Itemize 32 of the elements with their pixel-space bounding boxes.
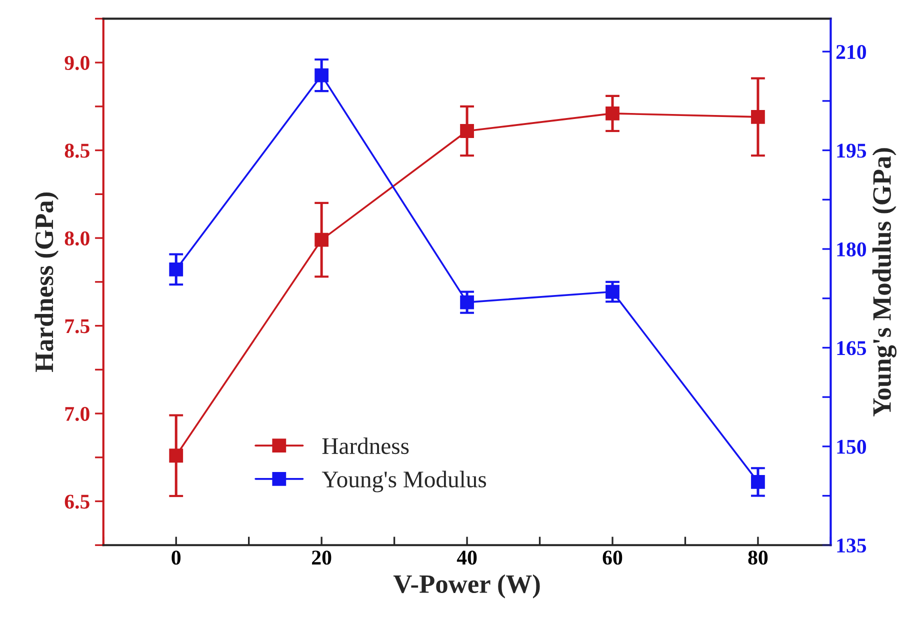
y2-tick-label: 150: [837, 440, 866, 454]
y-tick-label: 8.0: [64, 231, 90, 246]
x-tick-label: 80: [748, 550, 768, 565]
x-tick-label: 20: [312, 550, 332, 565]
point: [460, 295, 474, 310]
x-tick-label: 60: [602, 550, 622, 565]
y2-tick-label: 135: [837, 538, 866, 553]
y2-tick-label: 195: [837, 144, 866, 158]
point: [169, 262, 184, 276]
y2-axis-title: Young's Modulus (GPa): [872, 148, 897, 416]
y-tick-label: 9.0: [64, 56, 90, 70]
y-tick-label: 8.5: [64, 144, 90, 158]
point: [751, 110, 765, 124]
point: [169, 448, 184, 463]
y-tick-label: 7.5: [65, 319, 90, 334]
y2-tick-label: 180: [837, 242, 866, 256]
y-axis-title: Hardness (GPa): [34, 192, 59, 372]
y-tick-label: 7.0: [65, 406, 90, 422]
y2-tick-label: 210: [836, 44, 866, 60]
point: [751, 475, 765, 489]
x-tick-label: 0: [172, 550, 181, 565]
point: [314, 68, 329, 82]
y2-tick-label: 165: [837, 341, 866, 356]
legend-label: Young's Modulus: [322, 470, 486, 492]
point: [606, 106, 620, 120]
point: [314, 232, 329, 247]
legend-label: Hardness: [322, 437, 409, 454]
x-axis-title: V-Power (W): [393, 574, 540, 598]
point: [606, 284, 620, 299]
point: [460, 124, 474, 138]
x-tick-label: 40: [456, 550, 477, 565]
y-tick-label: 6.5: [64, 494, 90, 509]
